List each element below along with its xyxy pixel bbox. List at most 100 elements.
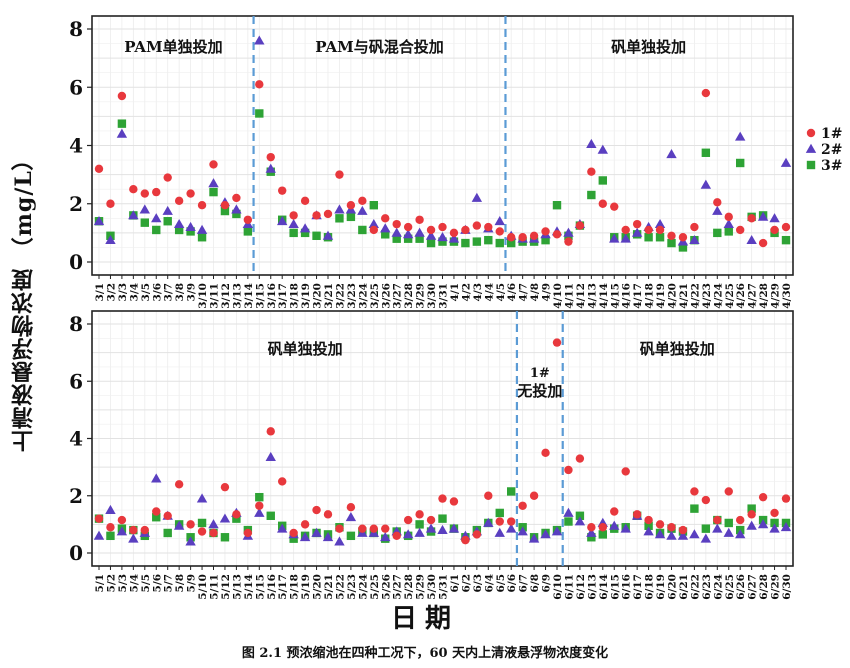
- data-point: [655, 225, 665, 235]
- data-point: [163, 173, 172, 182]
- data-point: [689, 234, 700, 245]
- x-tick-label: 4/15: [609, 283, 621, 309]
- x-tick-label: 4/26: [735, 283, 747, 309]
- data-point: [392, 234, 401, 243]
- x-tick-label: 4/11: [563, 283, 575, 309]
- data-point: [712, 205, 723, 215]
- data-point: [426, 515, 436, 525]
- data-point: [266, 511, 275, 520]
- x-tick-label: 5/15: [254, 574, 266, 600]
- x-tick-label: 3/14: [243, 283, 255, 309]
- data-point: [700, 179, 712, 189]
- data-point: [587, 523, 596, 532]
- data-point: [312, 211, 321, 220]
- x-tick-label: 3/27: [392, 283, 404, 309]
- x-tick-label: 5/24: [357, 574, 369, 600]
- x-tick-label: 3/9: [186, 283, 198, 301]
- x-tick-label: 5/14: [243, 574, 255, 600]
- x-tick-label: 3/12: [220, 283, 232, 309]
- data-point: [106, 531, 115, 541]
- data-point: [461, 238, 470, 248]
- data-point: [677, 530, 689, 540]
- x-tick-label: 4/12: [575, 283, 587, 309]
- x-tick-label: 6/26: [735, 574, 747, 600]
- data-point: [598, 530, 607, 539]
- data-point: [746, 520, 757, 530]
- data-point: [655, 233, 665, 242]
- data-point: [392, 219, 401, 229]
- data-point: [736, 158, 745, 168]
- data-point: [243, 528, 253, 538]
- data-point: [106, 199, 115, 208]
- data-point: [265, 163, 276, 173]
- data-point: [266, 427, 275, 436]
- data-point: [254, 35, 265, 45]
- data-point: [196, 224, 208, 234]
- x-tick-label: 6/2: [460, 574, 472, 592]
- x-tick-label: 4/19: [655, 283, 667, 309]
- data-point: [152, 507, 161, 516]
- data-point: [654, 529, 666, 539]
- x-tick-label: 5/31: [438, 574, 450, 600]
- data-point: [564, 517, 573, 526]
- x-tick-label: 4/27: [747, 283, 759, 309]
- data-point: [780, 157, 792, 167]
- y-tick-label: 0: [69, 250, 83, 274]
- data-point: [278, 186, 287, 195]
- data-point: [449, 497, 459, 506]
- data-point: [266, 152, 275, 162]
- data-point: [358, 196, 367, 206]
- data-point: [769, 213, 780, 223]
- x-tick-label: 5/13: [231, 574, 243, 600]
- region-label: PAM单独投加: [124, 38, 222, 56]
- x-tick-label: 3/30: [426, 283, 438, 309]
- data-point: [736, 515, 745, 525]
- x-tick-label: 3/18: [289, 283, 301, 309]
- y-tick-label: 2: [69, 192, 83, 216]
- x-tick-label: 5/10: [197, 574, 209, 600]
- data-point: [495, 227, 504, 236]
- data-point: [220, 533, 230, 542]
- legend-marker: [805, 143, 817, 153]
- series-2: [93, 35, 792, 246]
- data-point: [174, 196, 184, 206]
- data-point: [735, 529, 746, 539]
- x-tick-label: 6/17: [632, 574, 644, 600]
- data-point: [781, 494, 791, 503]
- data-point: [152, 513, 161, 522]
- data-point: [620, 523, 631, 533]
- data-point: [586, 138, 597, 148]
- x-tick-label: 3/17: [277, 283, 289, 309]
- data-point: [185, 221, 196, 231]
- data-point: [495, 508, 504, 518]
- data-point: [403, 222, 413, 232]
- data-point: [701, 524, 711, 533]
- data-point: [312, 505, 321, 515]
- data-point: [186, 189, 195, 198]
- data-point: [678, 233, 688, 242]
- data-point: [415, 234, 424, 243]
- data-point: [311, 527, 322, 537]
- y-tick-label: 4: [69, 134, 83, 158]
- data-point: [655, 520, 665, 529]
- x-tick-label: 6/8: [529, 574, 541, 592]
- data-point: [621, 225, 630, 235]
- data-point: [277, 216, 288, 226]
- data-point: [346, 531, 356, 541]
- data-point: [563, 507, 574, 517]
- data-point: [128, 210, 139, 220]
- data-point: [507, 233, 516, 242]
- data-point: [461, 535, 470, 545]
- data-point: [93, 530, 105, 540]
- data-point: [403, 234, 413, 243]
- data-point: [631, 227, 643, 237]
- data-point: [472, 221, 482, 230]
- figure-caption: 图 2.1 预浓缩池在四种工况下，60 天内上清液悬浮物浓度变化: [241, 646, 609, 661]
- x-tick-label: 6/20: [667, 574, 679, 600]
- legend-label: 2#: [821, 142, 842, 158]
- x-tick-label: 5/17: [277, 574, 289, 600]
- data-point: [357, 205, 368, 215]
- data-point: [472, 530, 482, 539]
- x-tick-label: 6/25: [724, 574, 736, 600]
- data-point: [770, 225, 779, 235]
